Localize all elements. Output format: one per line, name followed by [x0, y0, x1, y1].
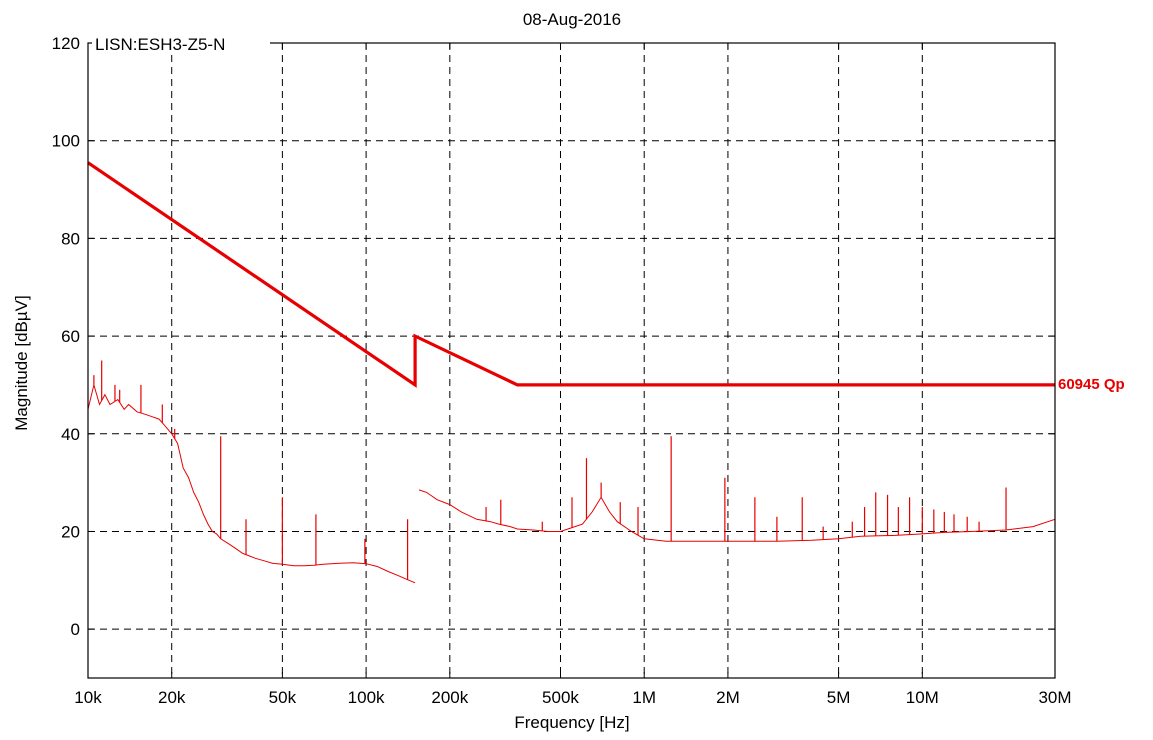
- annotation-background: [92, 35, 270, 55]
- lisn-annotation: LISN:ESH3-Z5-N: [95, 35, 225, 54]
- x-tick-label: 10k: [74, 688, 102, 707]
- tick-layer: 10k 20k 50k 100k 200k 500k 1M 2M 5M 10M 30M 0 20 40 60…: [52, 34, 1072, 707]
- x-tick-label: 20k: [158, 688, 186, 707]
- measurement-trace-high-band: [418, 489, 1056, 542]
- plot-frame: [87, 42, 1056, 679]
- y-tick-label: 0: [71, 620, 80, 639]
- limit-line-60945-qp: [87, 161, 1055, 388]
- x-tick-label: 30M: [1038, 688, 1071, 707]
- x-tick-label: 50k: [269, 688, 297, 707]
- chart-title: 08-Aug-2016: [523, 10, 621, 29]
- x-tick-label: 5M: [827, 688, 851, 707]
- series-layer: [87, 161, 1056, 584]
- y-tick-label: 100: [52, 132, 80, 151]
- x-tick-label: 10M: [906, 688, 939, 707]
- x-tick-label: 200k: [431, 688, 468, 707]
- y-tick-label: 60: [61, 327, 80, 346]
- y-tick-label: 120: [52, 34, 80, 53]
- x-tick-label: 500k: [542, 688, 579, 707]
- x-tick-label: 1M: [632, 688, 656, 707]
- y-tick-label: 20: [61, 522, 80, 541]
- x-tick-label: 2M: [716, 688, 740, 707]
- x-tick-label: 100k: [348, 688, 385, 707]
- grid-layer: [88, 43, 1055, 678]
- limit-line-label: 60945 Qp: [1058, 376, 1125, 393]
- x-axis-label: Frequency [Hz]: [514, 713, 629, 732]
- measurement-trace-low-band: [87, 382, 416, 584]
- y-tick-label: 80: [61, 229, 80, 248]
- y-axis-label: Magnitude [dBµV]: [12, 295, 31, 431]
- y-tick-label: 40: [61, 425, 80, 444]
